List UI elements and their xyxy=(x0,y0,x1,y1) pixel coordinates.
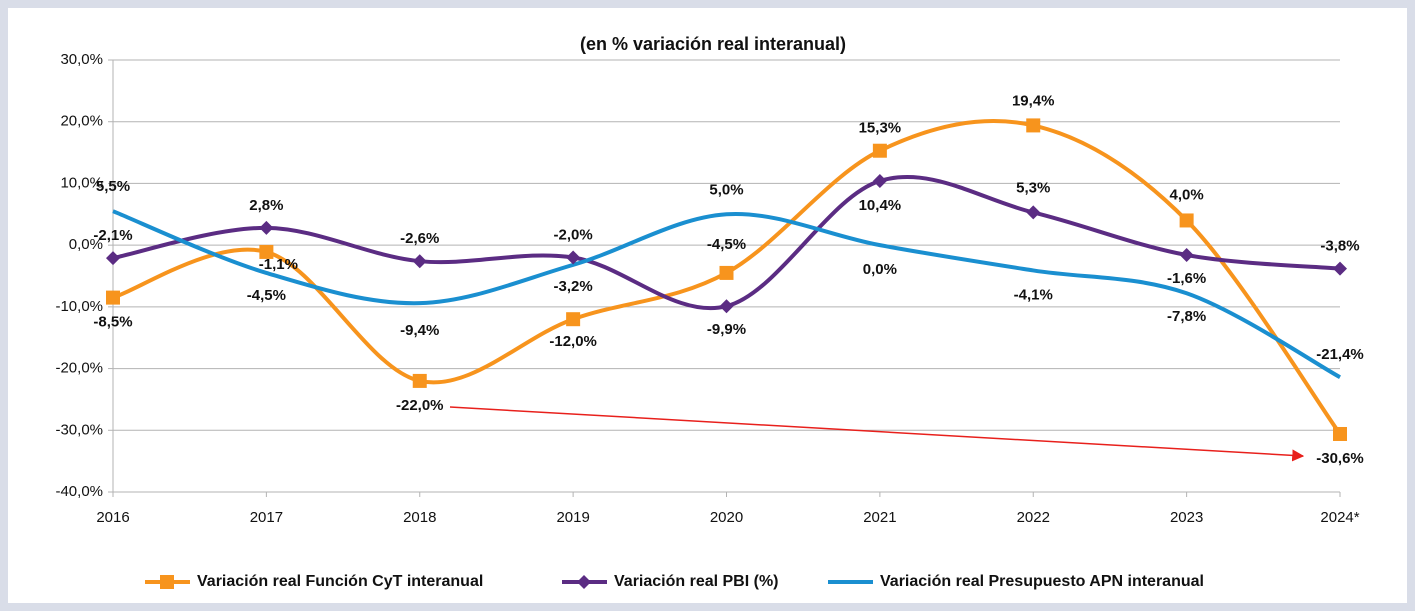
value-label: 15,3% xyxy=(859,120,902,137)
marker xyxy=(412,373,427,388)
marker xyxy=(1026,205,1041,220)
value-label: 2,8% xyxy=(249,197,283,214)
value-label: -4,5% xyxy=(247,287,286,304)
value-label: -8,5% xyxy=(93,314,132,331)
value-label: -22,0% xyxy=(396,397,444,414)
marker xyxy=(872,173,887,188)
y-tick-label: 30,0% xyxy=(60,51,103,68)
legend-marker xyxy=(160,575,174,589)
marker xyxy=(1333,261,1347,276)
marker xyxy=(1179,248,1194,263)
value-label: 5,0% xyxy=(709,181,743,198)
y-tick-label: 20,0% xyxy=(60,113,103,130)
value-label: 10,4% xyxy=(859,197,902,214)
y-tick-label: 0,0% xyxy=(69,236,103,253)
y-tick-label: -40,0% xyxy=(55,483,103,500)
x-tick-label: 2016 xyxy=(96,509,129,526)
value-label: -3,2% xyxy=(554,278,593,295)
value-label: -2,6% xyxy=(400,230,439,247)
marker xyxy=(1333,426,1347,441)
value-label: 5,3% xyxy=(1016,179,1050,196)
value-label: 19,4% xyxy=(1012,92,1055,109)
y-tick-label: -10,0% xyxy=(55,298,103,315)
x-tick-label: 2024* xyxy=(1320,509,1359,526)
marker xyxy=(106,251,120,266)
legend-label: Variación real Función CyT interanual xyxy=(197,573,483,590)
marker xyxy=(566,312,581,327)
x-tick-label: 2023 xyxy=(1170,509,1203,526)
marker xyxy=(1026,118,1041,133)
chart-title: (en % variación real interanual) xyxy=(580,34,846,54)
value-label: -9,4% xyxy=(400,322,439,339)
value-label: -9,9% xyxy=(707,321,746,338)
value-label: -4,1% xyxy=(1014,286,1053,303)
legend-label: Variación real PBI (%) xyxy=(614,573,779,590)
y-tick-label: -20,0% xyxy=(55,360,103,377)
marker xyxy=(1179,213,1194,228)
annotation-arrow xyxy=(449,406,1305,462)
value-label: -1,6% xyxy=(1167,270,1206,287)
legend-marker xyxy=(577,575,591,589)
x-tick-label: 2021 xyxy=(863,509,896,526)
y-tick-label: -30,0% xyxy=(55,421,103,438)
value-label: -4,5% xyxy=(707,236,746,253)
series-line xyxy=(112,209,1341,379)
value-label: -3,8% xyxy=(1320,238,1359,255)
value-label: -7,8% xyxy=(1167,308,1206,325)
value-label: -12,0% xyxy=(549,333,597,350)
marker xyxy=(106,290,120,305)
legend-label: Variación real Presupuesto APN interanua… xyxy=(880,573,1204,590)
marker xyxy=(872,143,887,158)
x-tick-label: 2019 xyxy=(556,509,589,526)
x-tick-label: 2020 xyxy=(710,509,743,526)
value-label: -1,1% xyxy=(259,256,298,273)
value-label: 4,0% xyxy=(1170,186,1204,203)
marker xyxy=(719,299,734,314)
marker xyxy=(259,244,274,259)
y-tick-label: 10,0% xyxy=(60,174,103,191)
value-label: -2,0% xyxy=(554,226,593,243)
value-label: -21,4% xyxy=(1316,346,1364,363)
value-label: -30,6% xyxy=(1316,450,1364,467)
marker xyxy=(259,220,274,235)
x-tick-label: 2017 xyxy=(250,509,283,526)
panel xyxy=(8,8,1407,603)
value-label: -2,1% xyxy=(93,227,132,244)
x-tick-label: 2018 xyxy=(403,509,436,526)
x-tick-label: 2022 xyxy=(1017,509,1050,526)
marker xyxy=(412,254,427,269)
value-label: 5,5% xyxy=(96,178,130,195)
marker xyxy=(719,265,734,280)
marker xyxy=(566,250,581,265)
value-label: 0,0% xyxy=(863,261,897,278)
